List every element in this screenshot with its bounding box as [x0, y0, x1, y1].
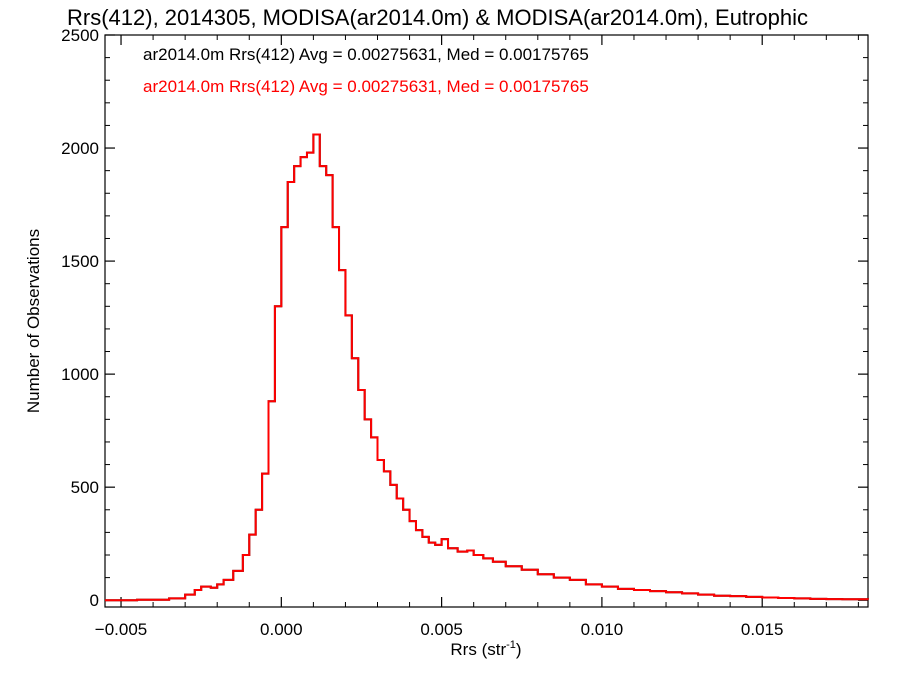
x-axis-label: Rrs (str-1) [450, 639, 521, 659]
histogram-series-red [105, 133, 869, 602]
x-tick-label: 0.000 [260, 620, 303, 639]
y-tick-label: 1000 [61, 365, 99, 384]
y-tick-label: 2500 [61, 26, 99, 45]
plot-frame [104, 34, 869, 608]
legend-entry-black: ar2014.0m Rrs(412) Avg = 0.00275631, Med… [143, 45, 589, 64]
y-tick-label: 2000 [61, 139, 99, 158]
y-tick-label: 500 [71, 478, 99, 497]
y-axis-label: Number of Observations [24, 229, 43, 413]
x-tick-label: 0.010 [581, 620, 624, 639]
x-axis-label-superscript: -1 [506, 639, 516, 651]
series-layer [105, 133, 869, 602]
x-axis-label-close: ) [516, 640, 522, 659]
x-axis-label-main: Rrs (str [450, 640, 506, 659]
y-tick-label: 0 [90, 591, 99, 610]
legend-entry-red: ar2014.0m Rrs(412) Avg = 0.00275631, Med… [143, 77, 589, 96]
histogram-series-black [105, 133, 869, 602]
x-tick-label: 0.005 [420, 620, 463, 639]
chart-title: Rrs(412), 2014305, MODISA(ar2014.0m) & M… [67, 5, 808, 30]
x-tick-label: −0.005 [95, 620, 147, 639]
axis-ticks: −0.005 0.000 0.005 0.010 0.015 0 500 1000 1500 20… [61, 26, 868, 639]
y-tick-label: 1500 [61, 252, 99, 271]
x-tick-label: 0.015 [741, 620, 784, 639]
